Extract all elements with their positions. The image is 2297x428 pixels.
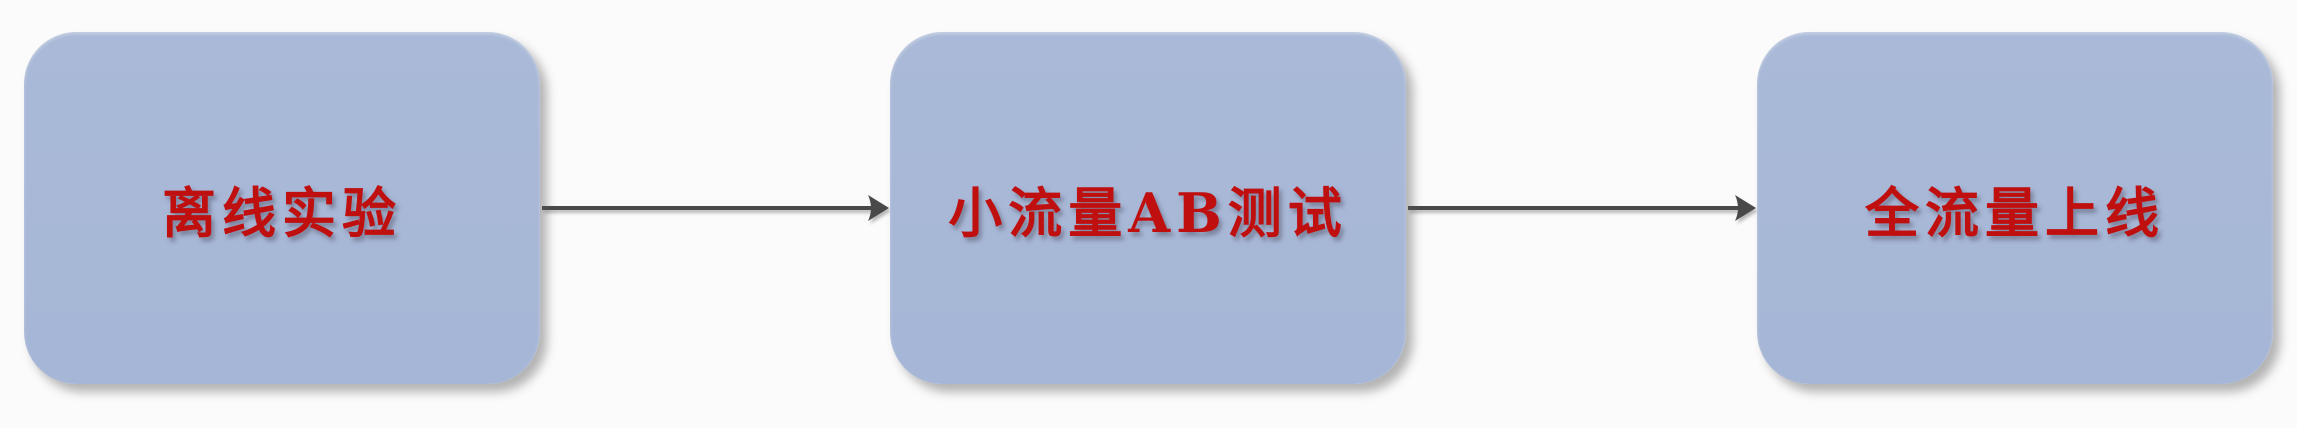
arrow-offline-to-ab-test [542, 195, 889, 221]
arrow-ab-test-to-full-launch [1408, 195, 1756, 221]
node-label-full-traffic-launch: 全流量上线 [1865, 180, 2165, 245]
node-label-offline-experiment: 离线实验 [162, 180, 402, 245]
node-offline-experiment: 离线实验 [24, 32, 540, 384]
node-label-small-traffic-ab-test: 小流量AB测试 [948, 180, 1348, 245]
node-full-traffic-launch: 全流量上线 [1757, 32, 2273, 384]
node-small-traffic-ab-test: 小流量AB测试 [890, 32, 1406, 384]
